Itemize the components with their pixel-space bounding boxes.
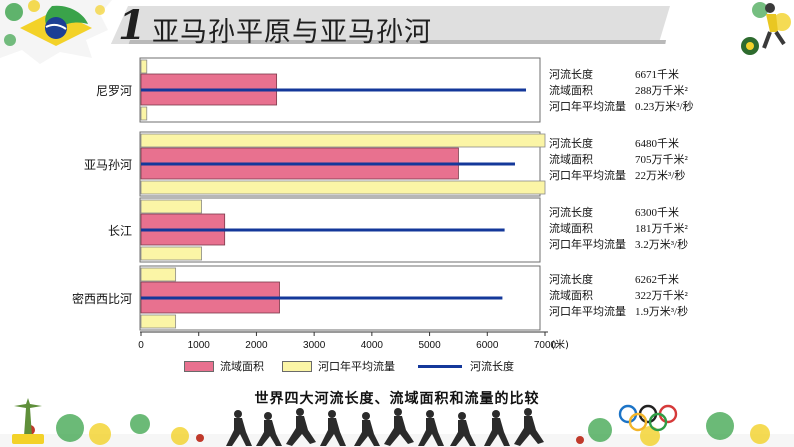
- area-value: 705万千米²: [635, 154, 688, 166]
- area-label: 流域面积: [549, 290, 593, 302]
- area-value: 181万千米²: [635, 223, 688, 235]
- flow-label: 河口年平均流量: [549, 239, 626, 251]
- athlete-silhouette-icon: [0, 408, 794, 447]
- legend-item-area: 流域面积: [184, 359, 264, 373]
- x-tick-label: 5000: [418, 340, 441, 351]
- area-label: 流域面积: [549, 85, 593, 97]
- flow-bar: [140, 106, 148, 121]
- legend-swatch-flow: [282, 360, 312, 372]
- legend-item-flow: 河口年平均流量: [282, 359, 395, 373]
- flow-value: 1.9万米³/秒: [635, 306, 689, 318]
- legend-label-area: 流域面积: [220, 360, 264, 373]
- flow-bar: [140, 267, 177, 282]
- legend-label-length: 河流长度: [470, 360, 514, 373]
- flow-value: 22万米³/秒: [635, 170, 686, 182]
- x-axis-unit: (米): [551, 338, 569, 351]
- x-tick-label: 7000: [534, 340, 557, 351]
- slide-title: 亚马孙平原与亚马孙河: [152, 17, 432, 48]
- flow-value: 0.23万米³/秒: [635, 101, 694, 113]
- category-label: 密西西比河: [72, 291, 132, 306]
- x-tick-label: 0: [138, 340, 144, 351]
- flow-bar: [140, 314, 177, 329]
- title-bar: [110, 6, 670, 44]
- flow-bar: [140, 180, 546, 195]
- flow-label: 河口年平均流量: [549, 101, 626, 113]
- olympic-rings-icon: [618, 404, 678, 432]
- river-info-panel: 河流长度 6671千米 流域面积 288万千米² 河口年平均流量 0.23万米³/秒: [549, 67, 749, 115]
- area-label: 流域面积: [549, 223, 593, 235]
- length-value: 6262千米: [635, 274, 679, 286]
- slide-number: 1: [118, 2, 146, 49]
- flow-bar: [140, 246, 202, 261]
- river-info-panel: 河流长度 6480千米 流域面积 705万千米² 河口年平均流量 22万米³/秒: [549, 136, 749, 184]
- soccer-player-icon: [752, 2, 791, 49]
- flow-value: 3.2万米³/秒: [635, 239, 689, 251]
- flow-bar: [140, 59, 148, 74]
- flow-bar: [140, 199, 202, 214]
- x-tick-label: 6000: [476, 340, 499, 351]
- legend-item-length: 河流长度: [418, 359, 514, 373]
- area-value: 288万千米²: [635, 85, 688, 97]
- length-label: 河流长度: [549, 69, 593, 81]
- legend-swatch-area: [184, 360, 214, 372]
- x-tick-label: 1000: [188, 340, 211, 351]
- brazil-flag-icon: [0, 0, 112, 64]
- length-value: 6480千米: [635, 138, 679, 150]
- length-value: 6671千米: [635, 69, 679, 81]
- x-tick-label: 4000: [361, 340, 384, 351]
- category-frame: [139, 265, 541, 331]
- flow-bar: [140, 133, 546, 148]
- flow-label: 河口年平均流量: [549, 170, 626, 182]
- x-tick-label: 2000: [245, 340, 268, 351]
- area-value: 322万千米²: [635, 290, 688, 302]
- area-label: 流域面积: [549, 154, 593, 166]
- category-label: 长江: [108, 224, 132, 238]
- legend-label-flow: 河口年平均流量: [318, 360, 395, 373]
- length-value: 6300千米: [635, 207, 679, 219]
- category-label: 亚马孙河: [84, 158, 132, 172]
- river-info-panel: 河流长度 6300千米 流域面积 181万千米² 河口年平均流量 3.2万米³/秒: [549, 205, 749, 253]
- river-info-panel: 河流长度 6262千米 流域面积 322万千米² 河口年平均流量 1.9万米³/秒: [549, 272, 749, 320]
- rio-landmark-icon: [12, 398, 44, 444]
- category-frame: [139, 131, 541, 197]
- length-label: 河流长度: [549, 207, 593, 219]
- legend-swatch-length: [418, 364, 462, 368]
- chart-caption: 世界四大河流长度、流域面积和流量的比较: [254, 391, 540, 407]
- x-tick-label: 3000: [303, 340, 326, 351]
- length-label: 河流长度: [549, 274, 593, 286]
- category-frame: [139, 197, 541, 263]
- length-label: 河流长度: [549, 138, 593, 150]
- flow-label: 河口年平均流量: [549, 306, 626, 318]
- category-frame: [139, 57, 541, 123]
- category-label: 尼罗河: [96, 84, 132, 98]
- soccer-ball-icon: [741, 37, 759, 55]
